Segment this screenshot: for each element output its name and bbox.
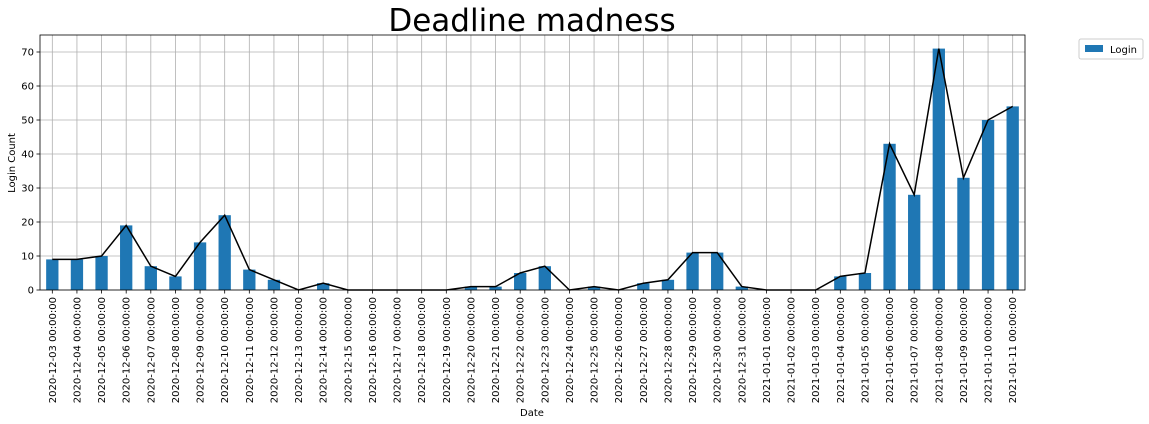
x-tick-label: 2020-12-04 00:00:00 xyxy=(72,297,83,403)
x-tick-label: 2020-12-29 00:00:00 xyxy=(688,297,699,403)
x-tick-label: 2021-01-10 00:00:00 xyxy=(984,297,995,403)
y-tick-label: 60 xyxy=(21,82,34,93)
bar xyxy=(587,286,601,290)
grid xyxy=(40,35,1025,291)
legend-swatch-login xyxy=(1085,45,1103,52)
bar xyxy=(735,286,748,290)
y-tick-label: 50 xyxy=(21,116,34,127)
legend: Login xyxy=(1078,38,1144,60)
bar xyxy=(1006,106,1019,291)
bar xyxy=(243,269,256,290)
bar xyxy=(193,242,207,290)
x-tick-label: 2020-12-15 00:00:00 xyxy=(343,297,354,403)
y-axis-label: Login Count xyxy=(7,133,18,193)
x-tick-label: 2021-01-11 00:00:00 xyxy=(1008,297,1019,403)
y-tick-label: 10 xyxy=(21,252,34,263)
bar xyxy=(637,283,650,290)
x-tick-label: 2020-12-25 00:00:00 xyxy=(590,297,601,403)
x-tick-label: 2021-01-06 00:00:00 xyxy=(885,297,896,403)
trend-line xyxy=(52,48,1014,291)
bar xyxy=(489,286,502,290)
y-tick-label: 40 xyxy=(21,150,34,161)
x-tick-label: 2020-12-31 00:00:00 xyxy=(737,297,748,403)
y-tick-label: 0 xyxy=(28,286,34,297)
x-tick-label: 2021-01-07 00:00:00 xyxy=(910,297,921,403)
y-tick-label: 30 xyxy=(21,184,34,195)
x-tick-label: 2020-12-21 00:00:00 xyxy=(491,297,502,403)
x-tick-label: 2020-12-26 00:00:00 xyxy=(614,297,625,403)
x-tick-label: 2020-12-06 00:00:00 xyxy=(122,297,133,403)
x-tick-label: 2020-12-22 00:00:00 xyxy=(516,297,527,403)
bar xyxy=(686,252,699,290)
x-tick-label: 2020-12-14 00:00:00 xyxy=(319,297,330,403)
bar xyxy=(711,252,724,290)
x-tick-label: 2020-12-07 00:00:00 xyxy=(146,297,157,403)
bar xyxy=(218,215,231,290)
x-tick-label: 2020-12-30 00:00:00 xyxy=(713,297,724,403)
x-tick-label: 2020-12-10 00:00:00 xyxy=(220,297,231,403)
y-tick-label: 70 xyxy=(21,48,34,59)
bar xyxy=(120,225,133,290)
bars xyxy=(46,48,1019,291)
x-tick-label: 2020-12-11 00:00:00 xyxy=(245,297,256,403)
x-tick-label: 2021-01-05 00:00:00 xyxy=(860,297,871,403)
bar xyxy=(981,120,995,290)
trend-line-layer xyxy=(52,48,1014,291)
x-tick-label: 2020-12-18 00:00:00 xyxy=(417,297,428,403)
bar xyxy=(70,259,84,290)
x-tick-label: 2020-12-09 00:00:00 xyxy=(196,297,207,403)
bar xyxy=(317,283,330,290)
x-tick-label: 2021-01-03 00:00:00 xyxy=(811,297,822,403)
x-tick-label: 2021-01-04 00:00:00 xyxy=(836,297,847,403)
bar xyxy=(95,256,108,290)
bar xyxy=(464,286,478,290)
y-axis-ticks: 0 10 20 30 40 50 60 70 xyxy=(21,48,40,297)
bar xyxy=(144,266,157,290)
bar xyxy=(932,48,945,290)
x-tick-label: 2020-12-19 00:00:00 xyxy=(442,297,453,403)
x-tick-label: 2021-01-09 00:00:00 xyxy=(959,297,970,403)
bar xyxy=(834,276,847,290)
bar xyxy=(267,279,281,290)
bar xyxy=(46,259,59,290)
chart-title: Deadline madness xyxy=(388,3,675,39)
x-tick-label: 2020-12-24 00:00:00 xyxy=(565,297,576,403)
x-tick-label: 2020-12-23 00:00:00 xyxy=(540,297,551,403)
x-tick-label: 2021-01-08 00:00:00 xyxy=(934,297,945,403)
x-tick-label: 2020-12-03 00:00:00 xyxy=(48,297,59,403)
x-tick-label: 2021-01-01 00:00:00 xyxy=(762,297,773,403)
plot-frame xyxy=(39,34,1026,291)
bar xyxy=(883,143,896,290)
x-tick-label: 2020-12-17 00:00:00 xyxy=(393,297,404,403)
x-tick-label: 2020-12-16 00:00:00 xyxy=(368,297,379,403)
legend-label-login: Login xyxy=(1110,45,1137,56)
x-tick-label: 2020-12-28 00:00:00 xyxy=(663,297,674,403)
x-tick-label: 2020-12-05 00:00:00 xyxy=(97,297,108,403)
x-axis-ticks: 2020-12-03 00:00:00 2020-12-04 00:00:00 20… xyxy=(48,290,1019,403)
bar xyxy=(538,266,551,290)
bar xyxy=(169,276,182,290)
x-tick-label: 2020-12-13 00:00:00 xyxy=(294,297,305,403)
x-tick-label: 2021-01-02 00:00:00 xyxy=(787,297,798,403)
legend-box xyxy=(1078,38,1144,60)
x-tick-label: 2020-12-20 00:00:00 xyxy=(466,297,477,403)
x-tick-label: 2020-12-12 00:00:00 xyxy=(269,297,280,403)
bar xyxy=(908,194,921,290)
bar xyxy=(514,273,527,290)
x-axis-label: Date xyxy=(520,408,544,419)
x-tick-label: 2020-12-08 00:00:00 xyxy=(171,297,182,403)
y-tick-label: 20 xyxy=(21,218,34,229)
bar xyxy=(957,177,970,290)
x-tick-label: 2020-12-27 00:00:00 xyxy=(639,297,650,403)
bar xyxy=(858,273,872,290)
bar xyxy=(661,279,675,290)
